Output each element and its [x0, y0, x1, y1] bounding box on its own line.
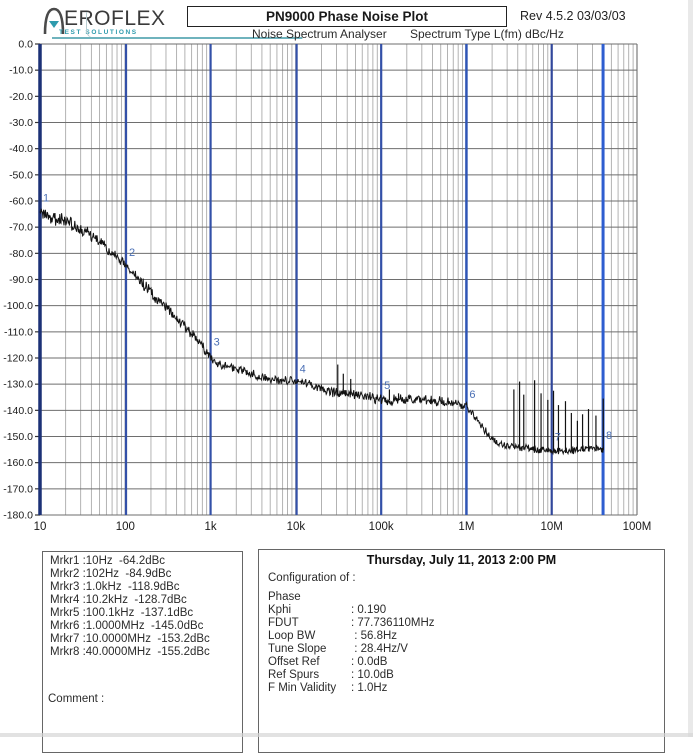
logo-underline [52, 37, 302, 39]
marker-number-label: 8 [606, 430, 612, 442]
marker-number-label: 1 [43, 192, 49, 204]
y-tick-label: -140.0 [3, 405, 33, 417]
comment-label: Comment : [48, 693, 105, 705]
phase-noise-chart: 10 100 1k 10k 100k 1M 10M 100M 0.0 -10.0 -20.0 -30.… [3, 39, 652, 534]
analyser-subtitle: Noise Spectrum Analyser [252, 27, 387, 41]
x-tick-label: 100k [369, 521, 394, 533]
config-value: : 0.0dB [351, 656, 388, 668]
x-tick-label: 10M [541, 521, 563, 533]
marker-readout: Mrkr7 :10.0000MHz -153.2dBc [50, 633, 210, 645]
y-tick-label: -130.0 [3, 379, 33, 391]
marker-number-label: 6 [469, 389, 475, 401]
aeroflex-arch-icon [43, 7, 65, 35]
y-tick-label: -160.0 [3, 457, 33, 469]
configuration-heading: Configuration of : [268, 572, 356, 584]
config-value: : 0.190 [351, 604, 387, 616]
x-tick-label: 100M [623, 521, 652, 533]
config-label: FDUT [268, 617, 299, 629]
scan-edge-bottom [0, 733, 693, 737]
config-value: : 77.736110MHz [351, 617, 435, 629]
revision-label: Rev 4.5.2 03/03/03 [520, 9, 626, 23]
config-label: Ref Spurs [268, 669, 320, 681]
configuration-panel: Thursday, July 11, 2013 2:00 PM Configur… [258, 549, 665, 753]
x-tick-label: 1k [204, 521, 216, 533]
config-label: Kphi [268, 604, 292, 616]
y-tick-label: -40.0 [9, 143, 33, 155]
marker-number-label: 2 [129, 247, 135, 259]
config-label: Tune Slope [268, 643, 327, 655]
y-tick-label: -170.0 [3, 483, 33, 495]
marker-readout: Mrkr8 :40.0000MHz -155.2dBc [50, 646, 210, 658]
timestamp: Thursday, July 11, 2013 2:00 PM [366, 553, 557, 567]
marker-readout: Mrkr2 :102Hz -84.9dBc [50, 568, 172, 580]
y-tick-label: -70.0 [9, 222, 33, 234]
x-tick-label: 10k [287, 521, 306, 533]
y-tick-label: 0.0 [18, 39, 33, 51]
marker-number-label: 5 [384, 380, 390, 392]
config-value: : 28.4Hz/V [351, 643, 408, 655]
y-tick-label: -50.0 [9, 169, 33, 181]
y-tick-label: -60.0 [9, 196, 33, 208]
page-title: PN9000 Phase Noise Plot [187, 6, 507, 27]
scan-edge-right [688, 0, 693, 737]
y-tick-label: -20.0 [9, 91, 33, 103]
marker-number-label: 7 [555, 431, 561, 443]
marker-number-label: 4 [300, 364, 306, 376]
x-tick-label: 100 [116, 521, 135, 533]
y-tick-label: -30.0 [9, 117, 33, 129]
brand-tagline: TEST SOLUTIONS [59, 29, 138, 36]
marker-readout: Mrkr1 :10Hz -64.2dBc [50, 555, 166, 567]
configuration-section: Phase [268, 591, 301, 603]
noise-trace [39, 208, 604, 456]
marker-readout: Mrkr4 :10.2kHz -128.7dBc [50, 594, 187, 606]
y-tick-label: -150.0 [3, 431, 33, 443]
y-tick-label: -180.0 [3, 510, 33, 522]
config-value: : 10.0dB [351, 669, 394, 681]
config-label: Offset Ref [268, 656, 320, 668]
spectrum-type-label: Spectrum Type L(fm) dBc/Hz [410, 27, 564, 41]
x-tick-label: 10 [34, 521, 47, 533]
config-value: : 1.0Hz [351, 682, 388, 694]
marker-readout-panel: Mrkr1 :10Hz -64.2dBc Mrkr2 :102Hz -84.9d… [42, 551, 243, 753]
marker-number-label: 3 [214, 336, 220, 348]
y-tick-label: -80.0 [9, 248, 33, 260]
y-tick-label: -90.0 [9, 274, 33, 286]
marker-readout: Mrkr3 :1.0kHz -118.9dBc [50, 581, 180, 593]
y-tick-label: -120.0 [3, 353, 33, 365]
marker-readout: Mrkr6 :1.0000MHz -145.0dBc [50, 620, 204, 632]
y-tick-label: -110.0 [4, 326, 33, 338]
y-tick-label: -100.0 [3, 300, 33, 312]
config-label: Loop BW [268, 630, 316, 642]
config-value: : 56.8Hz [351, 630, 398, 642]
config-label: F Min Validity [268, 682, 337, 694]
y-tick-label: -10.0 [9, 65, 33, 77]
x-tick-label: 1M [458, 521, 474, 533]
marker-readout: Mrkr5 :100.1kHz -137.1dBc [50, 607, 194, 619]
